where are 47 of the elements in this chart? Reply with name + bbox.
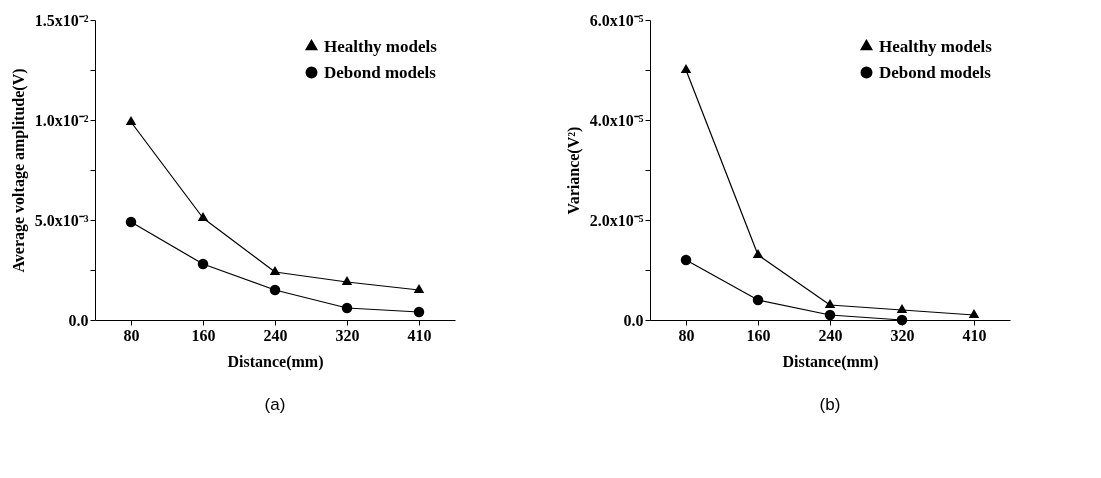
point [968, 308, 980, 319]
legend-label: Healthy models [879, 36, 993, 56]
point [680, 254, 692, 266]
x-tick-label: 160 [746, 326, 771, 344]
point [680, 63, 692, 74]
y-tick-label: 0.0 [68, 311, 89, 329]
x-axis-title: Distance(mm) [782, 352, 879, 371]
x-tick-label: 410 [962, 326, 987, 344]
point [413, 283, 425, 294]
legend-label: Debond models [879, 62, 992, 82]
x-tick-label: 410 [407, 326, 432, 344]
point [824, 298, 836, 309]
y-tick-label: 1.0x10⁻² [34, 111, 89, 129]
x-axis-title: Distance(mm) [227, 352, 324, 371]
x-tick-label: 240 [818, 326, 843, 344]
point [269, 284, 281, 296]
point [896, 303, 908, 314]
x-tick-label: 240 [263, 326, 288, 344]
point [125, 216, 137, 228]
y-tick-label: 5.0x10⁻³ [34, 211, 89, 229]
point [269, 265, 281, 276]
point [125, 115, 137, 126]
legend-label: Debond models [324, 62, 437, 82]
y-tick-label: 0.0 [623, 311, 644, 329]
text: (b) [819, 395, 841, 414]
x-tick-label: 160 [191, 326, 216, 344]
point [341, 275, 353, 286]
point [752, 294, 764, 306]
point [341, 302, 353, 314]
x-tick-label: 80 [678, 326, 695, 344]
y-axis-title: Average voltage amplitude(V) [9, 68, 28, 273]
point [413, 306, 425, 318]
point [197, 211, 209, 222]
y-tick-label: 2.0x10⁻⁵ [589, 211, 644, 229]
y-tick-label: 6.0x10⁻⁵ [589, 11, 644, 29]
text: (a) [264, 395, 286, 414]
x-tick-label: 320 [335, 326, 360, 344]
point [896, 314, 908, 326]
point [197, 258, 209, 270]
x-tick-label: 320 [890, 326, 915, 344]
y-tick-label: 1.5x10⁻² [34, 11, 89, 29]
point [824, 309, 836, 321]
legend-label: Healthy models [324, 36, 438, 56]
y-tick-label: 4.0x10⁻⁵ [589, 111, 644, 129]
y-axis-title: Variance(V²) [564, 126, 583, 215]
x-tick-label: 80 [123, 326, 140, 344]
point [752, 248, 764, 259]
